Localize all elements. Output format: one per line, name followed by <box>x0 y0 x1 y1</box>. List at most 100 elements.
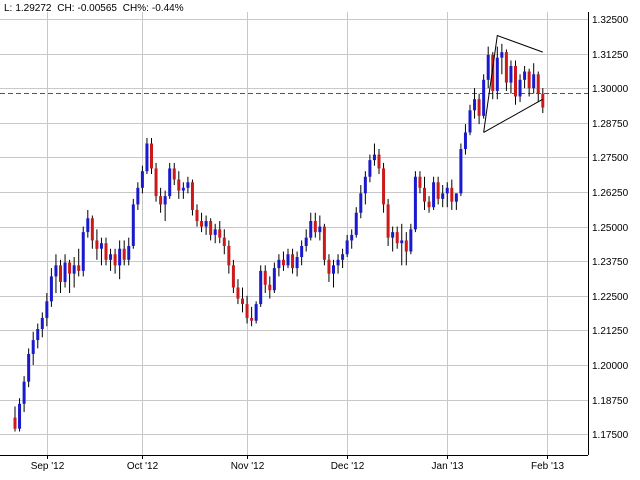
candle-body <box>413 176 417 230</box>
candle-body <box>104 243 108 260</box>
x-tick-label: Jan '13 <box>432 461 464 472</box>
candle-body <box>504 52 508 83</box>
candle-body <box>45 301 49 318</box>
x-tick-label: Dec '12 <box>331 461 365 472</box>
candle-body <box>368 160 372 177</box>
x-tick-label: Feb '13 <box>531 461 564 472</box>
candle-body <box>523 71 527 80</box>
candle-body <box>259 270 263 305</box>
candle-body <box>204 221 208 227</box>
candle-body <box>532 74 536 89</box>
candle-body <box>300 245 304 258</box>
candle-body <box>190 182 194 210</box>
candle-body <box>159 196 163 205</box>
candle-body <box>36 329 40 341</box>
grid-lines <box>0 12 588 455</box>
candle-body <box>54 265 58 277</box>
candle-body <box>436 182 440 199</box>
candle-body <box>536 74 540 94</box>
candle-body <box>359 193 363 213</box>
candle-body <box>509 65 513 83</box>
change-pct-label: CH%: <box>122 3 149 14</box>
candle-body <box>304 237 308 246</box>
candle-body <box>227 245 231 266</box>
candle-body <box>427 201 431 208</box>
candle-body <box>291 254 295 269</box>
candle-body <box>418 176 422 188</box>
candle-body <box>400 240 404 244</box>
y-tick-label: 1.30000 <box>592 84 629 95</box>
candle-body <box>209 221 213 235</box>
candle-body <box>450 187 454 202</box>
candle-body <box>81 232 85 271</box>
change-pct-value: -0.44% <box>151 3 184 14</box>
candle-body <box>404 240 408 252</box>
candle-body <box>186 182 190 188</box>
x-tick-label: Nov '12 <box>231 461 265 472</box>
candle-body <box>363 176 367 194</box>
y-tick-label: 1.28750 <box>592 119 629 130</box>
triangle-pattern <box>483 34 544 133</box>
candle-body <box>391 232 395 238</box>
candle-body <box>445 187 449 194</box>
candle-body <box>27 353 31 382</box>
candle-body <box>236 287 240 299</box>
candle-body <box>495 57 499 91</box>
candle-body <box>313 221 317 233</box>
candle-body <box>68 262 72 274</box>
candle-body <box>491 54 495 91</box>
candle-body <box>49 276 53 302</box>
candle-body <box>477 99 481 116</box>
candle-body <box>136 187 140 205</box>
candle-body <box>295 257 299 269</box>
candle-body <box>386 204 390 238</box>
candle-body <box>341 254 345 260</box>
y-tick-label: 1.31250 <box>592 50 629 61</box>
candle-body <box>286 254 290 266</box>
candle-body <box>309 221 313 238</box>
candle-body <box>514 65 517 97</box>
y-tick-label: 1.26250 <box>592 188 629 199</box>
change-label: CH: <box>57 3 75 14</box>
candle-body <box>432 182 436 208</box>
candle-body <box>200 221 204 227</box>
candle-body <box>18 403 22 429</box>
candle-body <box>40 317 44 330</box>
candle-body <box>77 265 81 271</box>
last-label: L: <box>4 3 13 14</box>
last-value: 1.29272 <box>15 3 52 14</box>
candle-body <box>172 168 176 180</box>
candle-body <box>231 265 235 288</box>
axes-layer: 1.32500 1.31250 1.30000 1.28750 1.27500 1.262… <box>0 12 629 472</box>
y-tick-label: 1.17500 <box>592 430 629 441</box>
y-tick-label: 1.22500 <box>592 292 629 303</box>
candle-body <box>468 110 472 133</box>
candle-body <box>127 245 131 260</box>
price-readout: L: 1.29272 CH: -0.00565 CH%: -0.44% <box>4 3 187 14</box>
candle-body <box>518 79 522 97</box>
candles-layer <box>13 43 545 432</box>
candle-body <box>13 417 17 429</box>
candle-body <box>177 179 181 191</box>
candle-body <box>86 218 90 233</box>
candle-body <box>168 168 172 197</box>
candle-body <box>541 93 545 108</box>
candle-body <box>350 234 354 241</box>
candle-body <box>99 243 103 249</box>
candle-body <box>241 298 244 305</box>
y-tick-label: 1.27500 <box>592 153 629 164</box>
candle-body <box>63 262 67 282</box>
candle-body <box>95 240 99 249</box>
candle-body <box>486 54 490 80</box>
candle-body <box>218 229 222 238</box>
y-tick-label: 1.18750 <box>592 396 629 407</box>
candle-body <box>423 187 426 202</box>
candle-body <box>213 229 217 235</box>
candle-body <box>482 79 486 116</box>
candle-body <box>150 143 153 169</box>
candle-body <box>354 212 358 235</box>
candle-body <box>327 259 331 274</box>
candle-body <box>277 259 281 269</box>
candle-body <box>140 171 144 188</box>
